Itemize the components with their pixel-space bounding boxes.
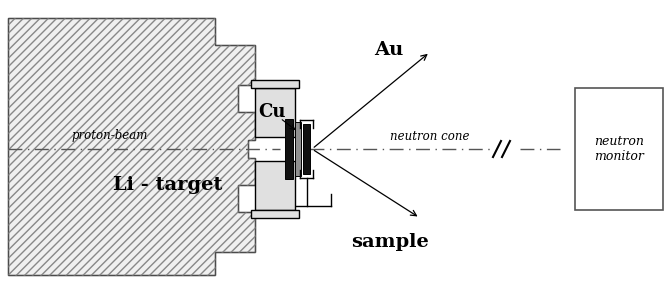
Text: sample: sample	[351, 233, 429, 251]
Bar	[303, 124, 310, 174]
Bar	[295, 122, 301, 176]
Text: Li - target: Li - target	[114, 176, 222, 194]
Bar	[251, 80, 299, 88]
Text: neutron cone: neutron cone	[390, 130, 470, 142]
Bar	[255, 88, 295, 137]
Bar	[251, 210, 299, 218]
Text: neutron
monitor: neutron monitor	[594, 135, 644, 163]
Bar	[255, 161, 295, 210]
Text: Cu: Cu	[258, 103, 286, 121]
Polygon shape	[8, 18, 255, 275]
Text: proton-beam: proton-beam	[72, 130, 149, 142]
Text: Au: Au	[374, 41, 403, 59]
Bar	[575, 88, 663, 210]
Bar	[285, 119, 293, 179]
